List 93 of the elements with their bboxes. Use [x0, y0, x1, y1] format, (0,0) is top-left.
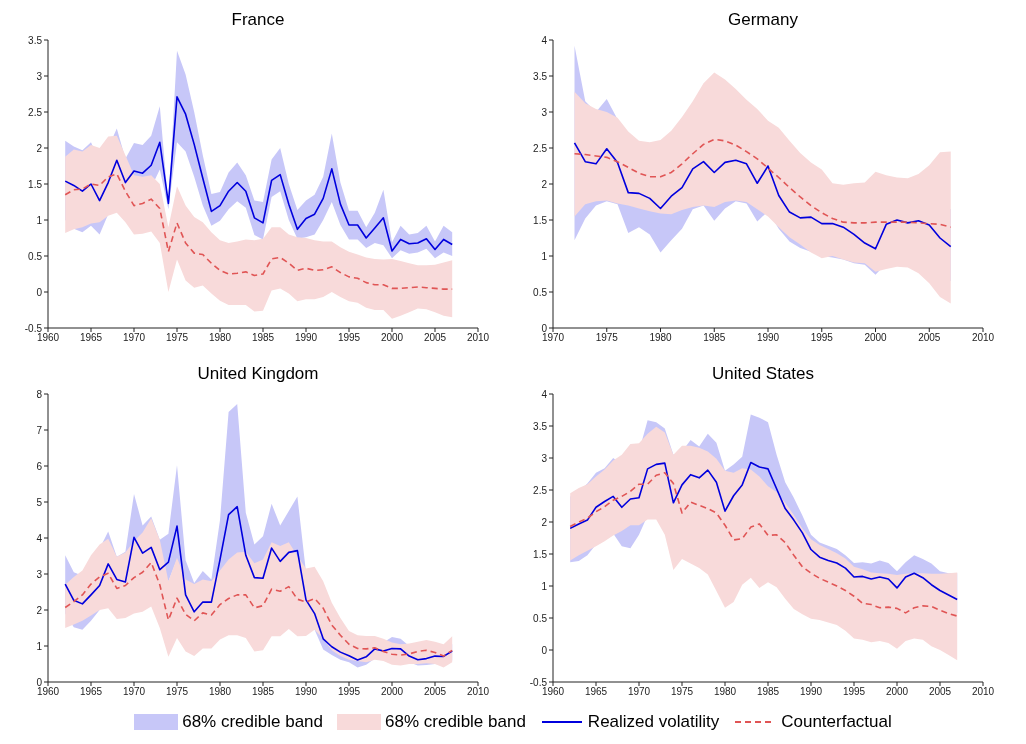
legend-label: Realized volatility	[587, 712, 720, 732]
x-tick-label: 1995	[842, 686, 866, 698]
x-tick-label: 1970	[122, 332, 146, 344]
y-tick-label: 5	[36, 496, 43, 508]
y-tick-label: 4	[541, 388, 548, 400]
x-tick-label: 1980	[208, 686, 232, 698]
y-tick-label: 0.5	[533, 286, 548, 298]
line-series	[64, 96, 453, 252]
x-tick-label: 2005	[918, 332, 941, 344]
x-tick-label: 2000	[885, 686, 909, 698]
y-tick-label: 8	[36, 388, 43, 400]
line-series	[573, 138, 952, 228]
y-tick-label: 3	[36, 568, 43, 580]
chart-title: United Kingdom	[196, 363, 320, 385]
x-tick-label: 1980	[713, 686, 737, 698]
y-tick-label: 2	[541, 516, 548, 528]
y-tick-label: 3.5	[28, 34, 43, 46]
y-tick-label: 3	[541, 452, 548, 464]
y-tick-label: 3.5	[533, 420, 548, 432]
y-tick-label: 2	[36, 604, 43, 616]
x-tick-label: 1985	[703, 332, 726, 344]
x-tick-label: 2000	[380, 332, 404, 344]
x-tick-label: 2010	[971, 686, 995, 698]
x-tick-label: 2005	[423, 686, 447, 698]
x-tick-label: 1970	[541, 332, 565, 344]
chart-title: France	[230, 9, 286, 31]
y-tick-label: 4	[541, 34, 548, 46]
y-tick-label: 2.5	[533, 142, 548, 154]
legend-label: Counterfactual	[781, 712, 892, 732]
x-tick-label: 1975	[165, 332, 189, 344]
y-tick-label: 1.5	[533, 548, 548, 560]
x-tick-label: 1995	[810, 332, 834, 344]
x-tick-label: 1960	[36, 686, 60, 698]
x-tick-label: 1985	[251, 686, 275, 698]
y-tick-label: 1.5	[28, 178, 43, 190]
y-tick-label: 3	[541, 106, 548, 118]
line-series	[64, 561, 453, 657]
x-tick-label: 1995	[337, 686, 361, 698]
x-tick-label: 2010	[971, 332, 995, 344]
x-tick-label: 2000	[864, 332, 888, 344]
x-tick-label: 1995	[337, 332, 361, 344]
y-tick-label: 0	[541, 644, 548, 656]
y-tick-label: 1	[541, 580, 548, 592]
x-tick-label: 1990	[294, 332, 318, 344]
x-tick-label: 1965	[79, 686, 103, 698]
y-tick-label: 1.5	[533, 214, 548, 226]
x-tick-label: 2005	[928, 686, 952, 698]
x-tick-label: 1960	[36, 332, 60, 344]
y-tick-label: 0.5	[28, 250, 43, 262]
y-tick-label: 6	[36, 460, 43, 472]
y-tick-label: 2	[541, 178, 548, 190]
y-tick-label: 2.5	[533, 484, 548, 496]
x-tick-label: 1990	[294, 686, 318, 698]
line-series	[573, 142, 952, 250]
y-tick-label: 0.5	[533, 612, 548, 624]
y-tick-label: 4	[36, 532, 43, 544]
x-tick-label: 1990	[756, 332, 780, 344]
y-tick-label: 1	[541, 250, 548, 262]
y-tick-label: 0	[541, 322, 548, 334]
line-series	[569, 471, 958, 617]
chart-title: United States	[710, 363, 816, 385]
x-tick-label: 1980	[208, 332, 232, 344]
y-tick-label: 0	[36, 676, 43, 688]
x-tick-label: 1985	[251, 332, 275, 344]
y-tick-label: 2.5	[28, 106, 43, 118]
y-tick-label: 1	[36, 640, 43, 652]
y-tick-label: 3.5	[533, 70, 548, 82]
x-tick-label: 2000	[380, 686, 404, 698]
y-tick-label: 7	[36, 424, 43, 436]
y-tick-label: 2	[36, 142, 43, 154]
chart-title: Germany	[727, 9, 799, 31]
y-tick-label: 0	[36, 286, 43, 298]
text: 68% credible band	[385, 712, 526, 732]
x-tick-label: 2010	[466, 686, 490, 698]
x-tick-label: 1970	[627, 686, 651, 698]
y-tick-label: 1	[36, 214, 43, 226]
text: 68% credible band	[182, 712, 324, 732]
x-tick-label: 1980	[649, 332, 673, 344]
x-tick-label: 1975	[670, 686, 694, 698]
y-tick-label: -0.5	[529, 676, 548, 688]
x-tick-label: 1965	[584, 686, 608, 698]
x-tick-label: 2010	[466, 332, 490, 344]
x-tick-label: 1965	[79, 332, 103, 344]
x-tick-label: 2005	[423, 332, 447, 344]
x-tick-label: 1975	[165, 686, 189, 698]
x-tick-label: 1985	[756, 686, 780, 698]
x-tick-label: 1990	[799, 686, 823, 698]
y-tick-label: 3	[36, 70, 43, 82]
x-tick-label: 1970	[122, 686, 146, 698]
x-tick-label: 1960	[541, 686, 565, 698]
line-series	[569, 461, 958, 601]
y-tick-label: -0.5	[24, 322, 43, 334]
x-tick-label: 1975	[595, 332, 619, 344]
